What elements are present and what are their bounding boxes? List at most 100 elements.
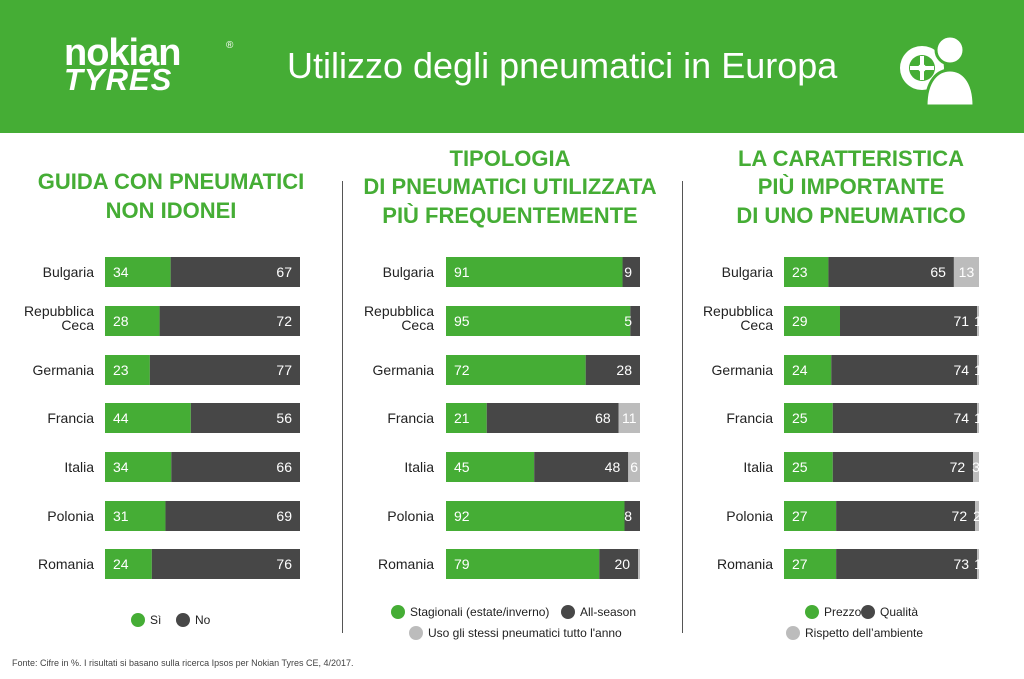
legend-marker [805, 605, 819, 619]
category-label: Bulgaria [722, 264, 774, 280]
category-label: Francia [47, 410, 94, 426]
category-label: Ceca [61, 317, 94, 333]
value-label: 92 [454, 508, 470, 524]
bar-segment [836, 501, 976, 531]
brand-logo-top: nokian [64, 32, 181, 74]
legend-marker [391, 605, 405, 619]
value-label: 72 [454, 362, 470, 378]
bar-segment [446, 403, 487, 433]
bar-segment [638, 549, 640, 579]
value-label: 5 [624, 313, 632, 329]
bar-segment [446, 501, 625, 531]
bar-segment [105, 549, 152, 579]
panel-divider [682, 181, 683, 633]
value-label: 27 [792, 508, 808, 524]
value-label: 1 [974, 313, 982, 329]
bar-segment [977, 549, 979, 579]
value-label: 72 [952, 508, 968, 524]
chart-title: DI UNO PNEUMATICO [736, 203, 965, 228]
category-label: Repubblica [364, 303, 434, 319]
bar-segment [832, 403, 978, 433]
bar-segment [149, 355, 300, 385]
brand-logo-bottom: TYRES [64, 62, 173, 97]
chart-title: NON IDONEI [106, 198, 237, 223]
header-background [0, 0, 1024, 133]
value-label: 24 [113, 556, 129, 572]
value-label: 1 [974, 556, 982, 572]
bar-segment [784, 549, 837, 579]
value-label: 48 [605, 459, 621, 475]
category-label: Repubblica [703, 303, 773, 319]
chart-title: TIPOLOGIA [450, 146, 571, 171]
bar-segment [534, 452, 629, 482]
legend-label: Qualità [880, 605, 918, 619]
legend-marker [861, 605, 875, 619]
value-label: 69 [276, 508, 292, 524]
legend-marker [561, 605, 575, 619]
bar-segment [486, 403, 619, 433]
bar-segment [105, 403, 191, 433]
category-label: Bulgaria [43, 264, 95, 280]
chart-title: PIÙ IMPORTANTE [758, 174, 945, 199]
category-label: Germania [373, 362, 435, 378]
panel-divider [342, 181, 343, 633]
bar-segment [622, 257, 640, 287]
registered-mark: ® [226, 40, 234, 51]
value-label: 66 [276, 459, 292, 475]
value-label: 67 [276, 264, 292, 280]
value-label: 34 [113, 459, 129, 475]
bar-segment [105, 452, 172, 482]
category-label: Bulgaria [383, 264, 435, 280]
category-label: Francia [387, 410, 434, 426]
bar-segment [784, 355, 832, 385]
bar-segment [953, 257, 979, 287]
bar-segment [784, 452, 833, 482]
category-label: Polonia [387, 508, 434, 524]
bar-segment [628, 452, 640, 482]
category-label: Italia [64, 459, 94, 475]
value-label: 28 [113, 313, 129, 329]
value-label: 76 [276, 556, 292, 572]
header-banner: nokian TYRES ® Utilizzo degli pneumatici… [0, 0, 1024, 133]
value-label: 8 [624, 508, 632, 524]
category-label: Romania [38, 556, 94, 572]
legend-label: Stagionali (estate/inverno) [410, 605, 549, 619]
value-label: 6 [630, 459, 638, 475]
bar-segment [831, 355, 978, 385]
bar-segment [832, 452, 974, 482]
chart-title: LA CARATTERISTICA [738, 146, 964, 171]
category-label: Italia [743, 459, 773, 475]
legend-marker [131, 613, 145, 627]
value-label: 31 [113, 508, 129, 524]
bar-segment [977, 355, 979, 385]
value-label: 21 [454, 410, 470, 426]
bar-segment [630, 306, 640, 336]
bar-segment [977, 306, 979, 336]
category-label: Germania [33, 362, 95, 378]
value-label: 29 [792, 313, 808, 329]
value-label: 72 [950, 459, 966, 475]
category-label: Romania [717, 556, 773, 572]
bar-segment [159, 306, 300, 336]
legend-label: Rispetto dell’ambiente [805, 626, 923, 640]
chart-title: DI PNEUMATICI UTILIZZATA [363, 174, 656, 199]
bar-segment [190, 403, 300, 433]
bar-segment [784, 257, 829, 287]
value-label: 3 [972, 459, 980, 475]
bar-segment [446, 306, 631, 336]
value-label: 1 [974, 362, 982, 378]
value-label: 91 [454, 264, 470, 280]
legend-label: No [195, 613, 211, 627]
bar-segment [165, 501, 300, 531]
legend-label: Uso gli stessi pneumatici tutto l'anno [428, 626, 622, 640]
bar-segment [973, 452, 979, 482]
value-label: 65 [930, 264, 946, 280]
legend-label: All-season [580, 605, 636, 619]
value-label: 56 [276, 410, 292, 426]
bar-segment [151, 549, 300, 579]
value-label: 71 [953, 313, 969, 329]
value-label: 24 [792, 362, 808, 378]
value-label: 95 [454, 313, 470, 329]
bar-segment [839, 306, 978, 336]
